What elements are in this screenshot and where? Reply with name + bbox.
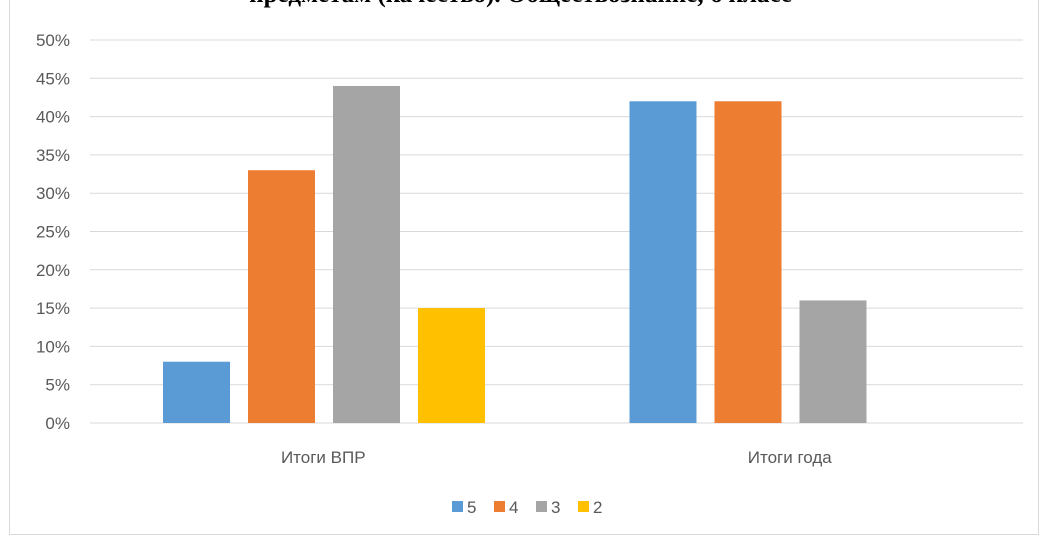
- y-tick-label: 50%: [36, 31, 70, 50]
- bar: [714, 101, 782, 423]
- legend-label: 2: [593, 498, 602, 517]
- legend-swatch: [452, 501, 463, 512]
- y-tick-label: 40%: [36, 108, 70, 127]
- y-tick-label: 10%: [36, 337, 70, 356]
- legend-label: 5: [467, 498, 476, 517]
- x-axis-ticks: Итоги ВПР Итоги года: [281, 448, 832, 467]
- y-tick-label: 25%: [36, 223, 70, 242]
- bar: [629, 101, 697, 423]
- legend-swatch: [494, 501, 505, 512]
- legend-swatch: [578, 501, 589, 512]
- legend-label: 3: [551, 498, 560, 517]
- x-tick-label: Итоги ВПР: [281, 448, 366, 467]
- bar: [248, 170, 315, 423]
- bars: [163, 85, 867, 424]
- chart-title: предметам (качество). Обществознание, 6 …: [0, 0, 1041, 9]
- y-tick-label: 0%: [45, 414, 70, 433]
- y-tick-label: 15%: [36, 299, 70, 318]
- bar: [163, 361, 230, 423]
- y-tick-label: 20%: [36, 261, 70, 280]
- bar: [418, 308, 485, 423]
- y-tick-label: 45%: [36, 69, 70, 88]
- y-tick-label: 30%: [36, 184, 70, 203]
- gridlines: [90, 39, 1023, 424]
- legend-swatch: [536, 501, 547, 512]
- legend: 5 4 3 2: [452, 498, 602, 517]
- chart-frame: [9, 0, 1039, 535]
- bar: [799, 300, 867, 423]
- x-tick-label: Итоги года: [748, 448, 833, 467]
- y-tick-label: 35%: [36, 146, 70, 165]
- legend-label: 4: [509, 498, 518, 517]
- y-axis-ticks: 0% 5% 10% 15% 20% 25% 30% 35% 40% 45% 50%: [36, 31, 70, 433]
- y-tick-label: 5%: [45, 376, 70, 395]
- bar: [333, 85, 400, 424]
